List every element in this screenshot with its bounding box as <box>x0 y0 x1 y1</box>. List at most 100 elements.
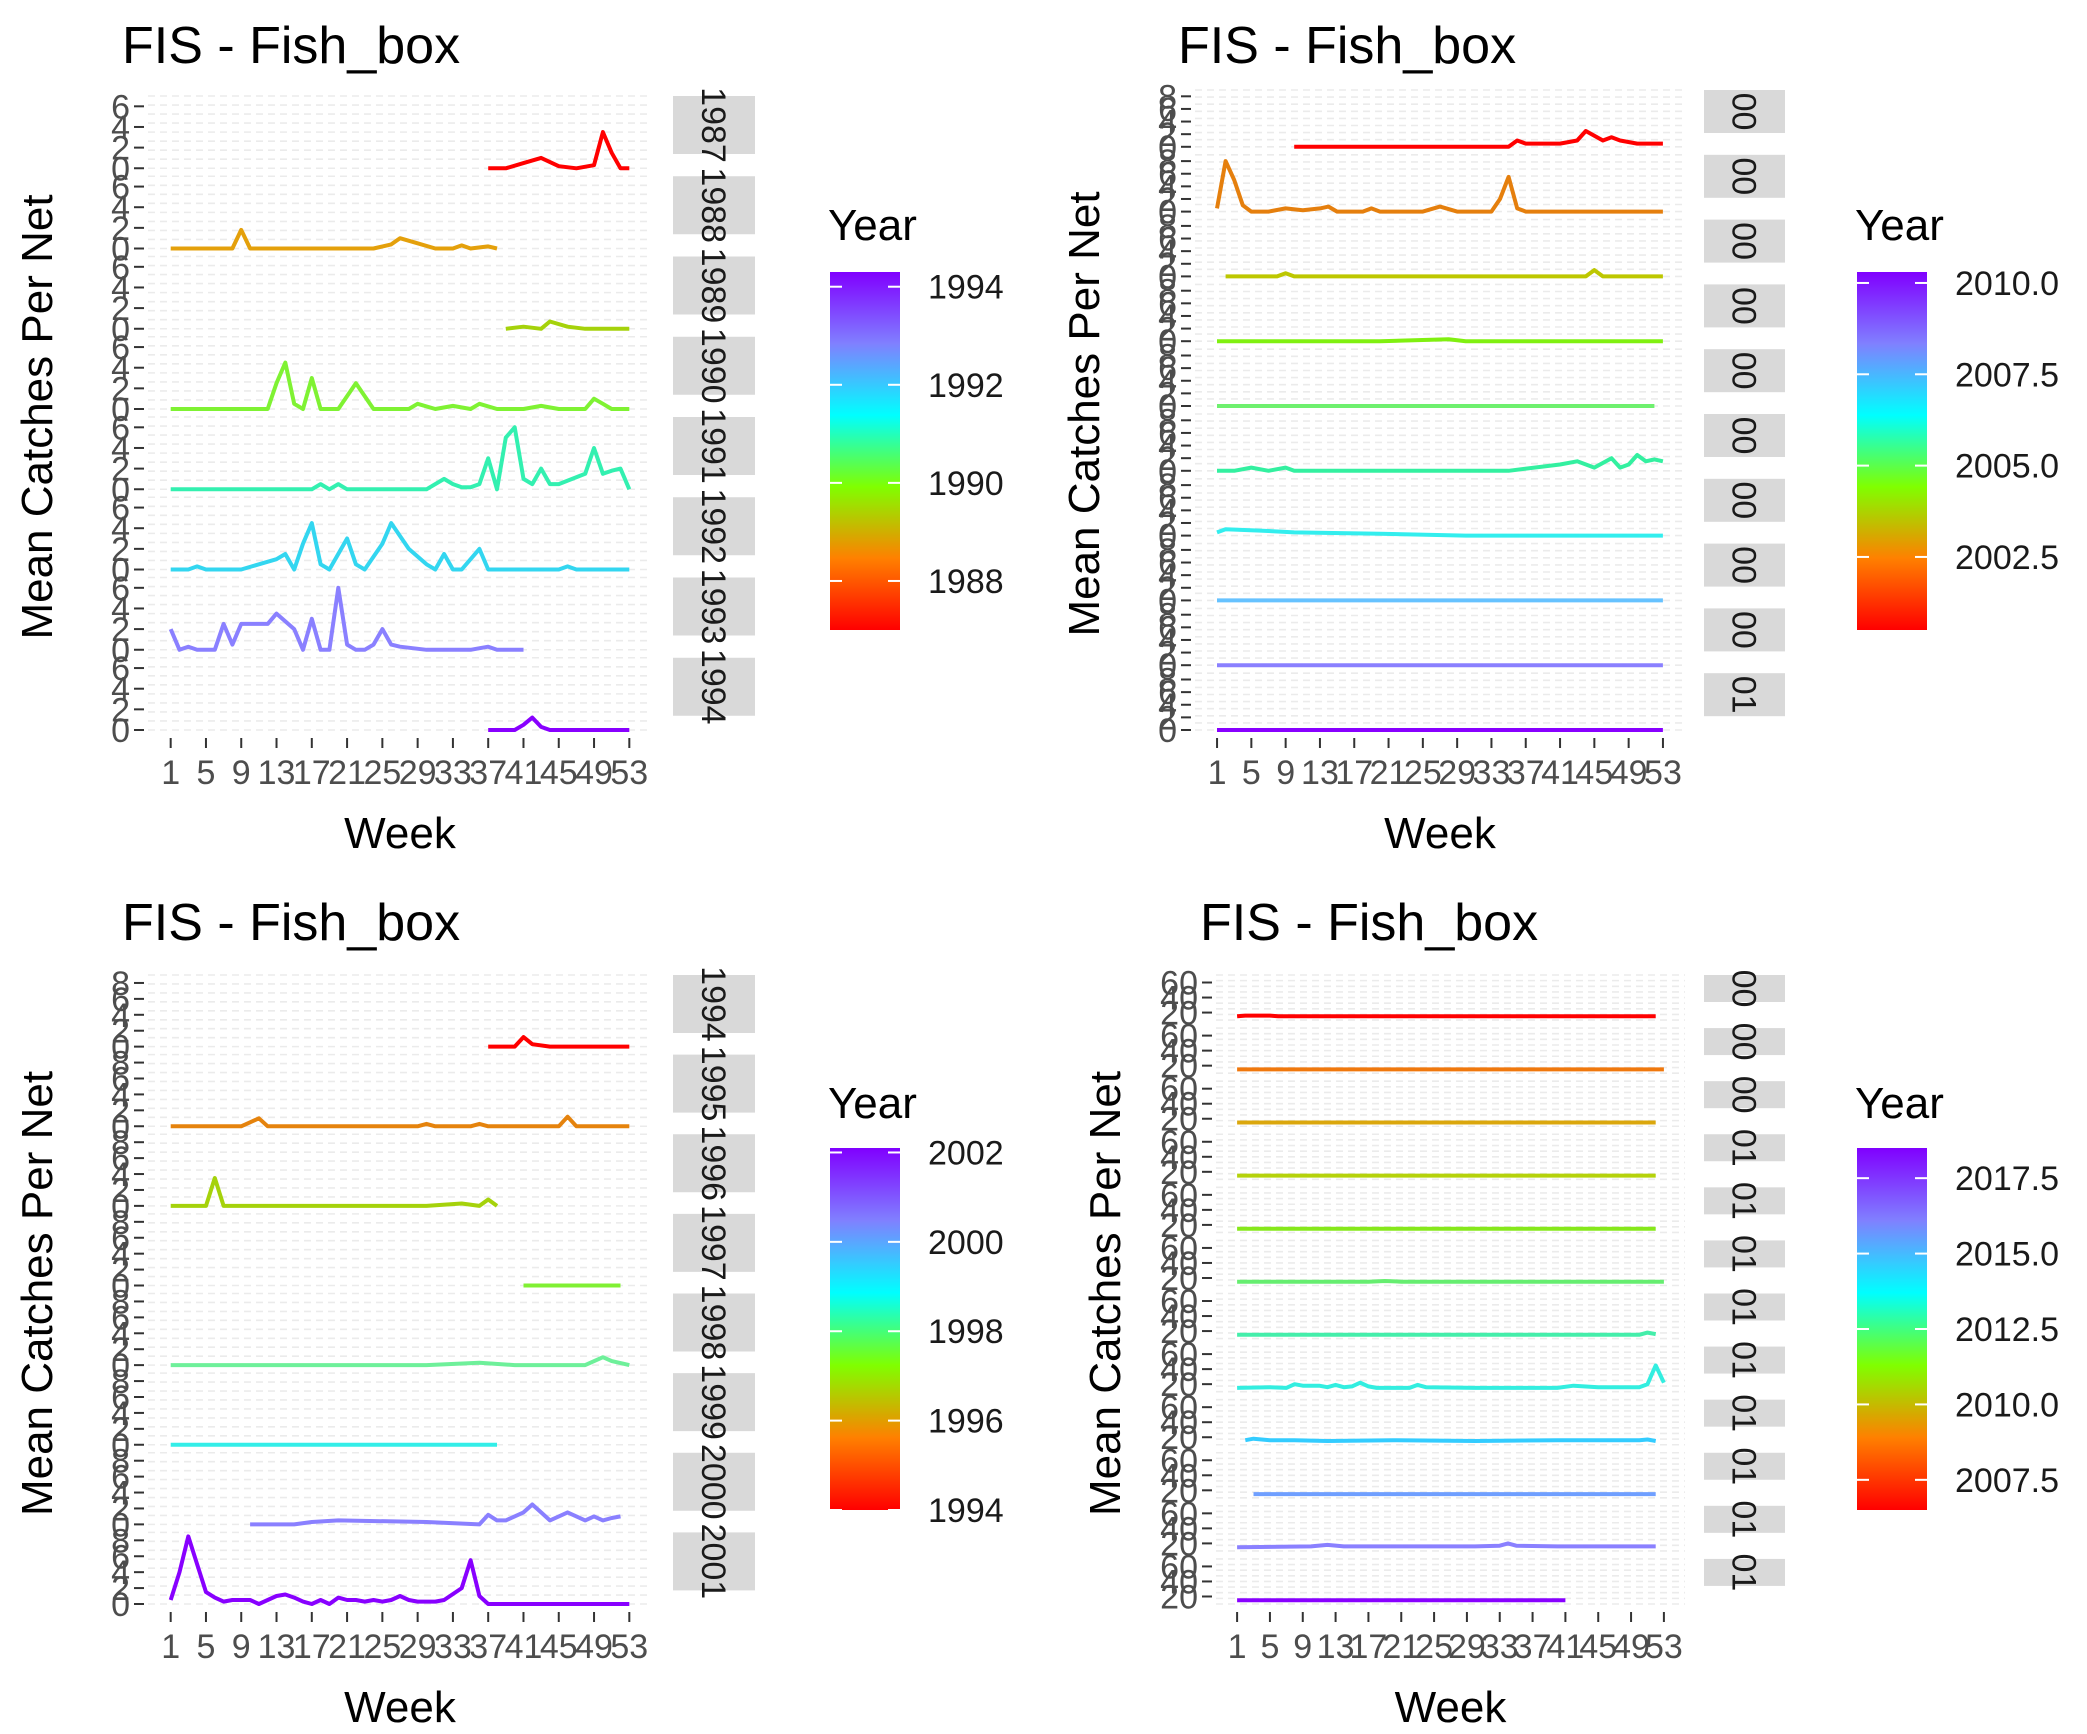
facet-strip-label: 01 <box>1725 1288 1763 1326</box>
series-line <box>170 521 630 572</box>
y-tick-label: 0 <box>111 471 130 509</box>
facet-strip-label: 2000 <box>694 1444 732 1520</box>
legend-tick-label: 2010.0 <box>1955 265 2059 303</box>
series-line <box>170 1355 630 1368</box>
y-tick-label: 6 <box>1158 221 1177 259</box>
facet-strip-label: 01 <box>1725 1182 1763 1220</box>
y-tick-label: 6 <box>111 1379 130 1417</box>
facet-strip <box>1704 1240 1785 1268</box>
y-tick-label: 20 <box>1160 995 1198 1033</box>
y-tick-label: 20 <box>1160 1048 1198 1086</box>
facet-strip-label: 01 <box>1725 1129 1763 1167</box>
y-tick-label: 8 <box>1158 402 1177 440</box>
facet-strip <box>1704 349 1785 393</box>
facet-strip <box>1704 1028 1785 1056</box>
series-line <box>1236 1013 1656 1019</box>
y-tick-label: 4 <box>111 997 130 1035</box>
y-tick-label: 2 <box>111 451 130 489</box>
x-tick-label: 25 <box>363 754 401 792</box>
y-tick-label: 60 <box>1160 1495 1198 1533</box>
legend-colorbar <box>1857 272 1927 630</box>
y-tick-label: 2 <box>1158 246 1177 284</box>
y-tick-label: 4 <box>1158 622 1177 660</box>
facet-strip <box>673 497 755 556</box>
y-tick-label: 2 <box>111 1331 130 1369</box>
y-tick-label: 4 <box>1158 492 1177 530</box>
series-line <box>168 585 524 652</box>
y-tick-label: 0 <box>111 150 130 188</box>
chart-title: FIS - Fish_box <box>1200 894 1538 952</box>
x-tick-label: 49 <box>1610 754 1648 792</box>
y-tick-label: 4 <box>111 510 130 548</box>
facet-strip-label: 00 <box>1725 352 1763 390</box>
x-tick-label: 9 <box>232 754 251 792</box>
x-tick-label: 17 <box>1335 754 1373 792</box>
series-line <box>170 1176 499 1208</box>
y-tick-label: 2 <box>1158 116 1177 154</box>
y-tick-label: 60 <box>1160 1548 1198 1586</box>
facet-strip <box>673 256 755 315</box>
y-tick-label: 4 <box>111 109 130 147</box>
y-tick-label: 2 <box>1158 699 1177 737</box>
y-tick-label: 40 <box>1160 1563 1198 1601</box>
facet-strip <box>1704 1452 1785 1480</box>
y-tick-label: 2 <box>111 1570 130 1608</box>
x-axis-label: Week <box>1384 809 1497 858</box>
y-tick-label: 6 <box>111 169 130 207</box>
x-axis-label: Week <box>344 1683 457 1732</box>
facet-strip <box>1704 673 1785 717</box>
legend-tick-label: 2000 <box>928 1224 1004 1262</box>
facet-strip <box>1704 975 1785 1002</box>
y-tick-label: 6 <box>111 409 130 447</box>
facet-strip-label: 00 <box>1725 481 1763 519</box>
x-tick-label: 1 <box>161 754 180 792</box>
y-tick-label: 0 <box>111 1108 130 1146</box>
facet-strip <box>673 1293 755 1352</box>
facet-strip-label: 01 <box>1725 1341 1763 1379</box>
legend: Year 2017.5 2015.0 2012.5 2010.0 2007.5 <box>1855 1079 2059 1510</box>
y-tick-label: 8 <box>1158 338 1177 376</box>
y-axis-label: Mean Catches Per Net <box>13 1071 62 1516</box>
series-line <box>1237 1541 1656 1550</box>
y-tick-label: 8 <box>1158 532 1177 570</box>
legend-tick-label: 2007.5 <box>1955 356 2059 394</box>
facet-strip-label: 1999 <box>694 1364 732 1440</box>
facet-strip <box>673 577 755 636</box>
y-tick-label: 2 <box>111 1411 130 1449</box>
x-tick-label: 5 <box>196 1628 215 1666</box>
y-tick-label: 60 <box>1160 1336 1198 1374</box>
legend-tick-label: 1998 <box>928 1313 1004 1351</box>
legend-tick-label: 2015.0 <box>1955 1236 2059 1274</box>
series-line <box>1217 453 1664 473</box>
y-tick-label: 8 <box>1158 273 1177 311</box>
x-tick-label: 1 <box>161 1628 180 1666</box>
y-tick-label: 8 <box>111 1204 130 1242</box>
x-tick-label: 9 <box>232 1628 251 1666</box>
legend-tick-label: 2002 <box>928 1134 1004 1172</box>
legend-tick-label: 1994 <box>928 1492 1004 1530</box>
legend-tick-label: 2017.5 <box>1955 1160 2059 1198</box>
facet-strip-label: 1997 <box>694 1205 732 1281</box>
y-tick-label: 60 <box>1160 1071 1198 1109</box>
facet-strip-label: 01 <box>1725 676 1763 714</box>
x-tick-label: 29 <box>1448 1628 1486 1666</box>
series-line <box>1216 527 1663 538</box>
y-tick-label: 2 <box>1158 505 1177 543</box>
y-tick-label: 6 <box>1158 91 1177 129</box>
y-tick-label: 40 <box>1160 1457 1198 1495</box>
facet-strip-label: 00 <box>1725 417 1763 455</box>
x-tick-label: 25 <box>1404 754 1442 792</box>
x-tick-label: 25 <box>363 1628 401 1666</box>
y-tick-label: 4 <box>111 1475 130 1513</box>
